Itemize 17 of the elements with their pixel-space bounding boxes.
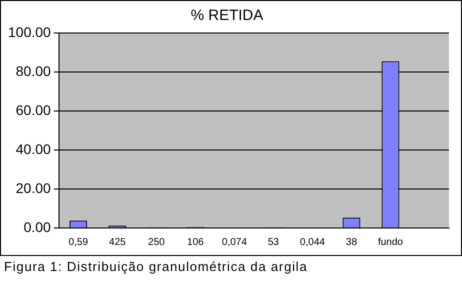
x-tick-label: 250 [148, 236, 166, 248]
y-tick-label: 80.00 [16, 62, 52, 79]
x-tick-label: 0,074 [222, 236, 248, 248]
y-tick-label: 60.00 [16, 102, 52, 118]
x-tick-label: 425 [109, 236, 126, 248]
text: Figura 1: Distribuição granulométrica da argila [4, 259, 308, 274]
y-tick-label: 100.00 [8, 24, 52, 40]
y-tick-label: 20.00 [16, 180, 52, 196]
x-tick-label: 0,59 [68, 236, 88, 248]
x-tick-label: 38 [346, 236, 358, 248]
chart-title: % RETIDA [190, 7, 264, 24]
x-tick-label: fundo [378, 236, 404, 248]
x-tick-label: 0,044 [300, 236, 326, 248]
x-tick-label: 53 [268, 236, 280, 248]
y-tick-label: 40.00 [16, 140, 52, 157]
x-tick-label: 106 [187, 236, 204, 248]
y-tick-label: 0.00 [24, 218, 52, 235]
